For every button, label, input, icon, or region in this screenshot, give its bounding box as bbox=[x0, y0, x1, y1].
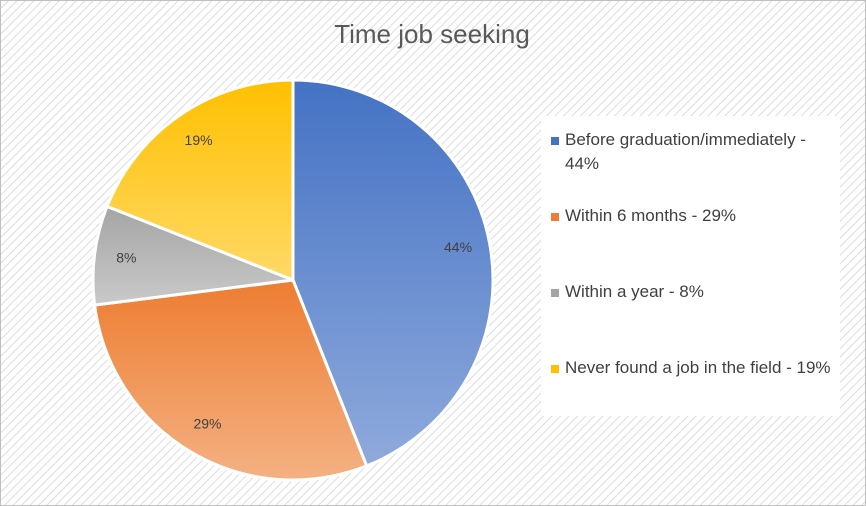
legend-label: Never found a job in the field - 19% bbox=[565, 358, 831, 377]
legend-label: Within a year - 8% bbox=[565, 282, 704, 301]
legend-item: Within a year - 8% bbox=[549, 280, 832, 356]
legend-swatch bbox=[551, 289, 559, 297]
pie-slice bbox=[92, 278, 369, 482]
legend-label: Before graduation/immediately - 44% bbox=[565, 130, 806, 173]
legend-swatch bbox=[551, 365, 559, 373]
legend-item: Never found a job in the field - 19% bbox=[549, 356, 832, 432]
data-label: 44% bbox=[444, 239, 472, 255]
legend-item: Before graduation/immediately - 44% bbox=[549, 128, 832, 204]
pie-slice bbox=[91, 204, 294, 307]
chart-title: Time job seeking bbox=[334, 19, 530, 49]
legend-item: Within 6 months - 29% bbox=[549, 204, 832, 280]
data-label: 19% bbox=[185, 132, 213, 148]
legend: Before graduation/immediately - 44% Withi… bbox=[541, 116, 840, 416]
legend-swatch bbox=[551, 213, 559, 221]
pie-slice bbox=[291, 78, 495, 468]
legend-swatch bbox=[551, 137, 559, 145]
legend-label: Within 6 months - 29% bbox=[565, 206, 737, 225]
data-label: 29% bbox=[193, 415, 221, 431]
data-label: 8% bbox=[116, 250, 136, 266]
pie-slice bbox=[105, 78, 295, 283]
